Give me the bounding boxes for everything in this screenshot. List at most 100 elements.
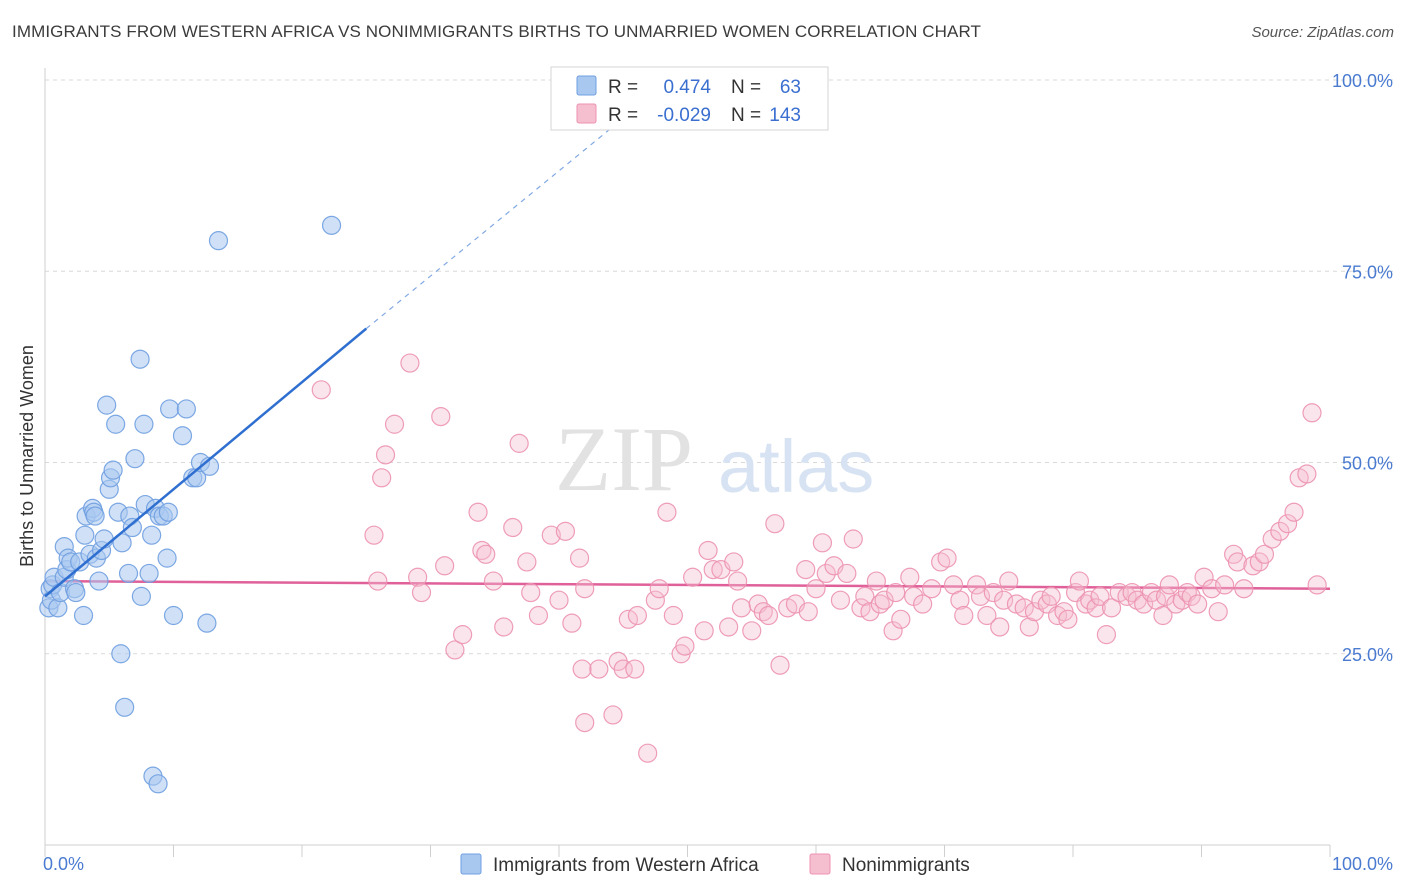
- nonimmigrants-point-5: [384, 414, 405, 434]
- nonimmigrants-point-72: [855, 586, 875, 606]
- nonimmigrants-point-98: [1019, 617, 1039, 637]
- nonimmigrants-point-51: [724, 552, 744, 572]
- immigrants-point-25: [94, 529, 114, 549]
- nonimmigrants-point-135: [1234, 579, 1254, 599]
- stats-r-label-1: R =: [608, 77, 638, 98]
- nonimmigrants-point-66: [816, 563, 836, 584]
- immigrants-point-52: [160, 399, 180, 419]
- nonimmigrants-point-57: [758, 605, 779, 626]
- nonimmigrants-point-89: [967, 575, 987, 595]
- immigrants-point-54: [172, 426, 193, 446]
- immigrants-point-21: [85, 506, 105, 526]
- nonimmigrants-point-76: [874, 590, 894, 610]
- immigrants-point-26: [97, 395, 117, 415]
- x-tick-label-1: 100.0%: [1332, 854, 1393, 874]
- nonimmigrants-point-107: [1069, 571, 1090, 591]
- nonimmigrants-point-142: [1284, 502, 1304, 522]
- stats-n-label-1: N =: [731, 77, 761, 98]
- nonimmigrants-point-94: [994, 590, 1014, 610]
- stats-n-label-2: N =: [731, 105, 761, 126]
- nonimmigrants-point-29: [572, 659, 592, 679]
- immigrants-point-47: [148, 774, 168, 794]
- nonimmigrants-point-118: [1134, 594, 1154, 614]
- nonimmigrants-point-91: [977, 605, 997, 626]
- nonimmigrants-point-110: [1086, 598, 1106, 618]
- nonimmigrants-point-4: [375, 445, 396, 465]
- y-tick-label-1: 50.0%: [1342, 454, 1393, 474]
- nonimmigrants-point-68: [830, 590, 851, 610]
- nonimmigrants-point-2: [368, 571, 388, 591]
- y-tick-label-2: 75.0%: [1342, 262, 1393, 282]
- y-tick-label-0: 25.0%: [1342, 645, 1393, 665]
- data-points: [39, 215, 1327, 794]
- nonimmigrants-point-16: [483, 571, 504, 591]
- legend-swatch-nonimmigrants: [809, 853, 831, 875]
- nonimmigrants-point-7: [408, 567, 428, 587]
- legend-swatch-immigrants: [460, 853, 482, 875]
- immigrants-point-23: [89, 571, 109, 591]
- stats-box: R = 0.474 N = 63 R = -0.029 N = 143: [550, 66, 829, 131]
- nonimmigrants-point-80: [900, 567, 920, 587]
- watermark-zip: ZIP: [555, 408, 693, 510]
- axes: [44, 68, 1331, 857]
- tick-labels: 25.0% 50.0% 75.0% 100.0% 0.0% 100.0%: [43, 71, 1393, 874]
- nonimmigrants-point-144: [1297, 464, 1317, 484]
- nonimmigrants-point-10: [435, 556, 455, 576]
- nonimmigrants-point-74: [866, 571, 886, 591]
- nonimmigrants-point-56: [753, 602, 773, 622]
- nonimmigrants-point-12: [453, 625, 473, 645]
- nonimmigrants-point-40: [649, 579, 669, 599]
- nonimmigrants-point-52: [728, 571, 748, 591]
- nonimmigrants-point-53: [731, 598, 752, 618]
- nonimmigrants-point-28: [575, 579, 595, 599]
- nonimmigrants-point-77: [883, 621, 903, 641]
- stats-r-value-1: 0.474: [663, 77, 711, 98]
- immigrants-point-43: [139, 563, 159, 584]
- nonimmigrants-point-139: [1262, 529, 1282, 549]
- nonimmigrants-point-9: [431, 407, 451, 427]
- nonimmigrants-point-18: [503, 517, 523, 538]
- immigrants-point-15: [73, 605, 94, 626]
- nonimmigrants-point-23: [541, 525, 561, 545]
- nonimmigrants-point-95: [999, 571, 1019, 591]
- nonimmigrants-point-32: [603, 705, 623, 725]
- nonimmigrants-point-64: [806, 579, 826, 599]
- immigrants-point-51: [158, 502, 178, 522]
- nonimmigrants-point-132: [1215, 575, 1235, 595]
- nonimmigrants-point-30: [575, 712, 595, 733]
- nonimmigrants-point-112: [1096, 625, 1117, 645]
- nonimmigrants-point-54: [742, 621, 762, 641]
- immigrants-point-13: [66, 582, 86, 603]
- immigrants-point-35: [118, 563, 139, 584]
- nonimmigrants-point-113: [1101, 598, 1122, 618]
- nonimmigrants-point-83: [922, 579, 942, 599]
- nonimmigrants-point-97: [1014, 598, 1034, 618]
- nonimmigrants-point-63: [798, 602, 818, 622]
- nonimmigrants-point-145: [1302, 403, 1322, 423]
- nonimmigrants-point-128: [1188, 594, 1208, 614]
- nonimmigrants-point-123: [1159, 575, 1179, 595]
- nonimmigrants-point-47: [698, 540, 718, 561]
- nonimmigrants-point-17: [494, 617, 514, 637]
- nonimmigrants-point-50: [719, 617, 739, 637]
- nonimmigrants-point-19: [509, 433, 529, 453]
- nonimmigrants-point-45: [683, 567, 703, 587]
- nonimmigrants-point-146: [1307, 575, 1327, 595]
- nonimmigrants-point-87: [950, 590, 970, 610]
- y-axis-title: Births to Unmarried Women: [17, 345, 37, 567]
- immigrants-trend-line: [44, 327, 368, 598]
- trend-lines: [44, 117, 1331, 590]
- nonimmigrants-point-70: [843, 529, 863, 549]
- nonimmigrants-point-82: [913, 594, 933, 614]
- chart-title: IMMIGRANTS FROM WESTERN AFRICA VS NONIMM…: [12, 22, 982, 41]
- nonimmigrants-point-46: [694, 621, 714, 641]
- watermark: ZIP atlas: [555, 408, 874, 510]
- immigrants-point-33: [112, 533, 132, 553]
- nonimmigrants-point-102: [1041, 586, 1061, 606]
- immigrants-point-38: [125, 449, 145, 469]
- nonimmigrants-point-138: [1254, 544, 1275, 564]
- legend-label-immigrants: Immigrants from Western Africa: [493, 855, 759, 876]
- nonimmigrants-point-15: [476, 544, 496, 564]
- nonimmigrants-point-14: [472, 540, 492, 561]
